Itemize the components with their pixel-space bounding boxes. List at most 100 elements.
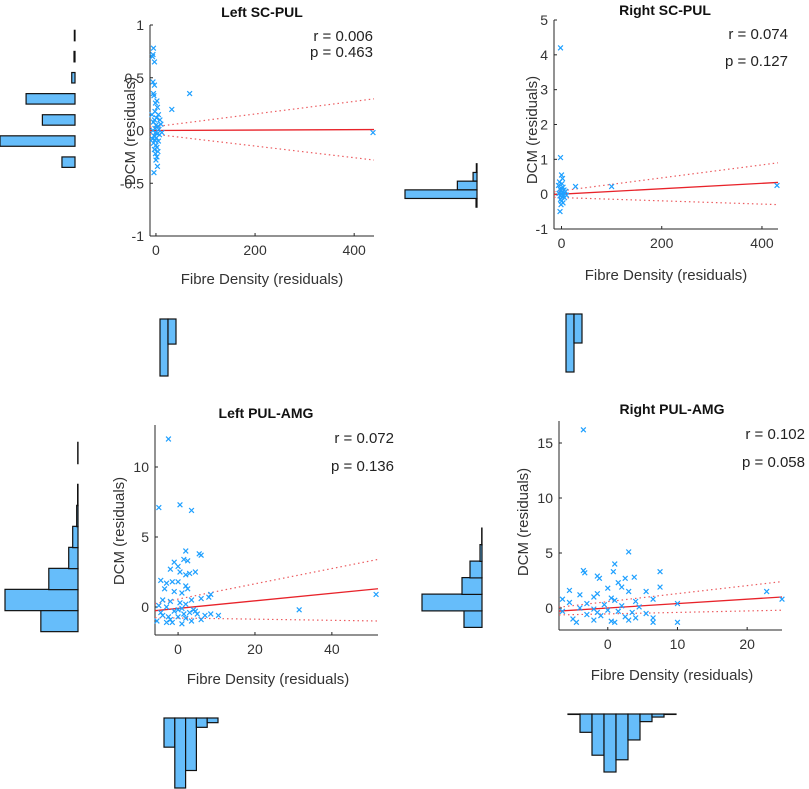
histogram-bar-y xyxy=(421,593,483,612)
scatter-point xyxy=(182,583,189,589)
scatter-point xyxy=(594,609,601,616)
marker-stroke xyxy=(167,566,174,573)
scatter-point xyxy=(591,617,597,623)
marker-stroke xyxy=(296,606,303,613)
scatter-point xyxy=(151,169,157,176)
scatter-point xyxy=(763,588,770,595)
marker-stroke xyxy=(165,436,172,442)
scatter-point xyxy=(184,585,191,592)
scatter-point xyxy=(629,609,635,616)
marker-stroke xyxy=(171,588,178,595)
y-tick-label: 5 xyxy=(540,12,548,28)
x-tick-label: 0 xyxy=(604,636,612,652)
y-tick-label: 2 xyxy=(540,117,548,133)
x-tick-label: 0 xyxy=(152,242,160,258)
marker-stroke xyxy=(184,557,191,564)
marker-stroke xyxy=(177,501,183,508)
marker-stroke xyxy=(175,613,181,620)
regression-line xyxy=(149,128,375,132)
marker-stroke xyxy=(151,92,157,99)
scatter-point xyxy=(152,150,159,157)
marker-stroke xyxy=(151,169,157,176)
marker-stroke xyxy=(650,619,656,626)
scatter-point xyxy=(151,59,158,65)
marker-stroke xyxy=(154,163,161,170)
marker-stroke xyxy=(182,601,189,608)
histogram-bar-y xyxy=(479,543,483,562)
marker-stroke xyxy=(657,584,663,590)
scatter-point xyxy=(215,612,222,619)
scatter-point xyxy=(625,617,632,623)
marker-stroke xyxy=(192,569,199,575)
marker-stroke xyxy=(625,588,632,595)
scatter-point xyxy=(155,123,161,130)
histogram-bar-y xyxy=(463,609,483,628)
marker-stroke xyxy=(604,585,611,592)
y-tick-label: 0 xyxy=(141,599,149,615)
scatter-point xyxy=(171,608,178,615)
marker-stroke xyxy=(169,578,176,585)
histogram-bar-y xyxy=(68,546,79,570)
y-tick-label: 10 xyxy=(133,459,149,475)
histogram-bar-y xyxy=(76,504,79,528)
marker-stroke xyxy=(150,119,157,125)
marker-stroke xyxy=(188,597,195,603)
histogram-bar-x xyxy=(159,318,169,377)
scatter-point xyxy=(591,594,597,600)
marker-stroke xyxy=(632,615,639,621)
y-tick-label: 10 xyxy=(537,490,553,506)
marker-stroke xyxy=(657,568,663,575)
scatter-point xyxy=(186,570,193,577)
histogram-bar-y xyxy=(404,189,478,200)
marker-stroke xyxy=(184,585,191,592)
scatter-point xyxy=(615,579,622,586)
histogram-bar-x xyxy=(651,713,665,718)
p-value-label: p = 0.058 xyxy=(742,454,805,471)
marker-stroke xyxy=(591,594,597,600)
scatter-point xyxy=(159,129,165,136)
marker-stroke xyxy=(186,90,193,97)
ci-lower-line xyxy=(553,196,779,206)
scatter-point xyxy=(557,45,564,51)
marker-stroke xyxy=(198,595,204,602)
r-value-label: r = 0.006 xyxy=(313,28,373,45)
marker-stroke xyxy=(555,182,562,189)
y-tick-label: 0 xyxy=(545,600,553,616)
marker-stroke xyxy=(159,129,165,136)
ci-lower-line xyxy=(154,617,379,622)
scatter-point xyxy=(604,607,611,614)
scatter-point xyxy=(779,596,785,603)
histogram-bar-y xyxy=(475,197,478,208)
scatter-point xyxy=(154,154,160,160)
scatter-point xyxy=(596,575,603,582)
scatter-point xyxy=(581,569,588,576)
marker-stroke xyxy=(560,184,566,191)
scatter-point xyxy=(157,609,164,616)
r-value-label: r = 0.102 xyxy=(745,426,805,443)
scatter-point xyxy=(171,559,178,566)
scatter-point xyxy=(167,566,174,573)
scatter-point xyxy=(198,616,204,623)
y-axis-label: DCM (residuals) xyxy=(524,76,541,184)
marker-stroke xyxy=(559,608,566,615)
scatter-point xyxy=(181,611,187,617)
x-axis-label: Fibre Density (residuals) xyxy=(591,667,754,684)
marker-stroke xyxy=(611,561,618,567)
x-tick-label: 0 xyxy=(558,235,566,251)
x-tick-label: 10 xyxy=(670,636,686,652)
scatter-point xyxy=(175,613,181,620)
histogram-bar-x xyxy=(627,713,641,741)
marker-stroke xyxy=(186,570,193,577)
scatter-point xyxy=(182,601,189,608)
marker-stroke xyxy=(182,571,189,578)
marker-stroke xyxy=(150,79,156,85)
ci-upper-line xyxy=(553,162,779,193)
marker-stroke xyxy=(584,600,590,607)
marker-stroke xyxy=(171,608,178,615)
scatter-point xyxy=(188,618,195,624)
scatter-point xyxy=(150,45,157,52)
scatter-point xyxy=(157,577,164,584)
scatter-point xyxy=(573,619,580,626)
y-tick-label: 0.5 xyxy=(125,70,145,86)
histogram-bar-y xyxy=(4,588,79,612)
